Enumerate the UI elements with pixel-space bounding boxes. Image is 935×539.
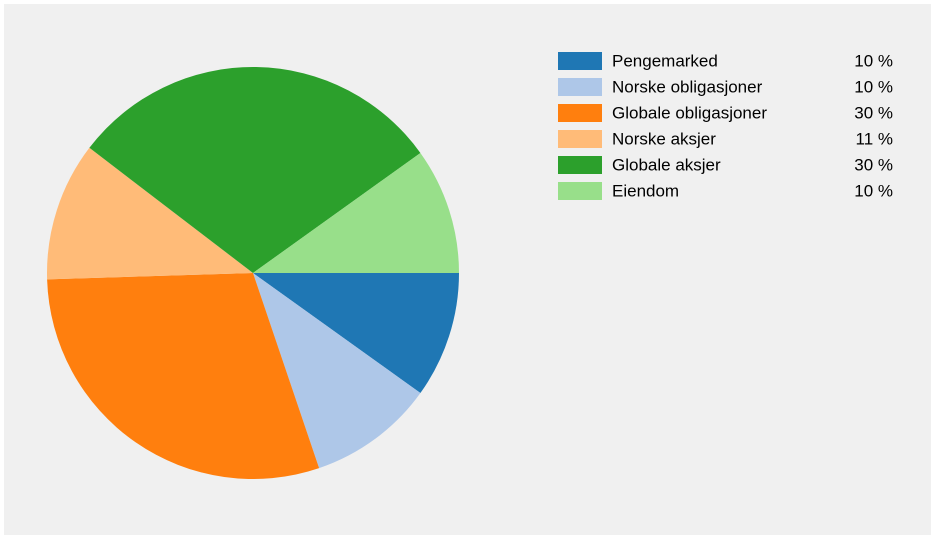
- legend-swatch: [558, 78, 602, 96]
- pie-slice: [47, 273, 320, 480]
- legend-swatch: [558, 182, 602, 200]
- legend-swatch: [558, 104, 602, 122]
- legend-label: Globale aksjer: [612, 155, 721, 174]
- legend-swatch: [558, 52, 602, 70]
- legend-label: Globale obligasjoner: [612, 103, 767, 122]
- legend-value: 10 %: [854, 51, 893, 70]
- legend-swatch: [558, 130, 602, 148]
- legend-swatch: [558, 156, 602, 174]
- pie-slice: [47, 147, 253, 280]
- pie-slice: [253, 273, 459, 394]
- legend-value: 30 %: [854, 103, 893, 122]
- legend-value: 11 %: [856, 129, 894, 148]
- legend-value: 30 %: [854, 155, 893, 174]
- legend-label: Pengemarked: [612, 51, 718, 70]
- legend-label: Norske obligasjoner: [612, 77, 763, 96]
- legend-value: 10 %: [854, 181, 893, 200]
- pie-slice: [253, 273, 421, 469]
- legend-value: 10 %: [854, 77, 893, 96]
- legend-label: Eiendom: [612, 181, 679, 200]
- pie-slice: [89, 67, 421, 274]
- legend-label: Norske aksjer: [612, 129, 716, 148]
- pie-slice: [253, 152, 459, 273]
